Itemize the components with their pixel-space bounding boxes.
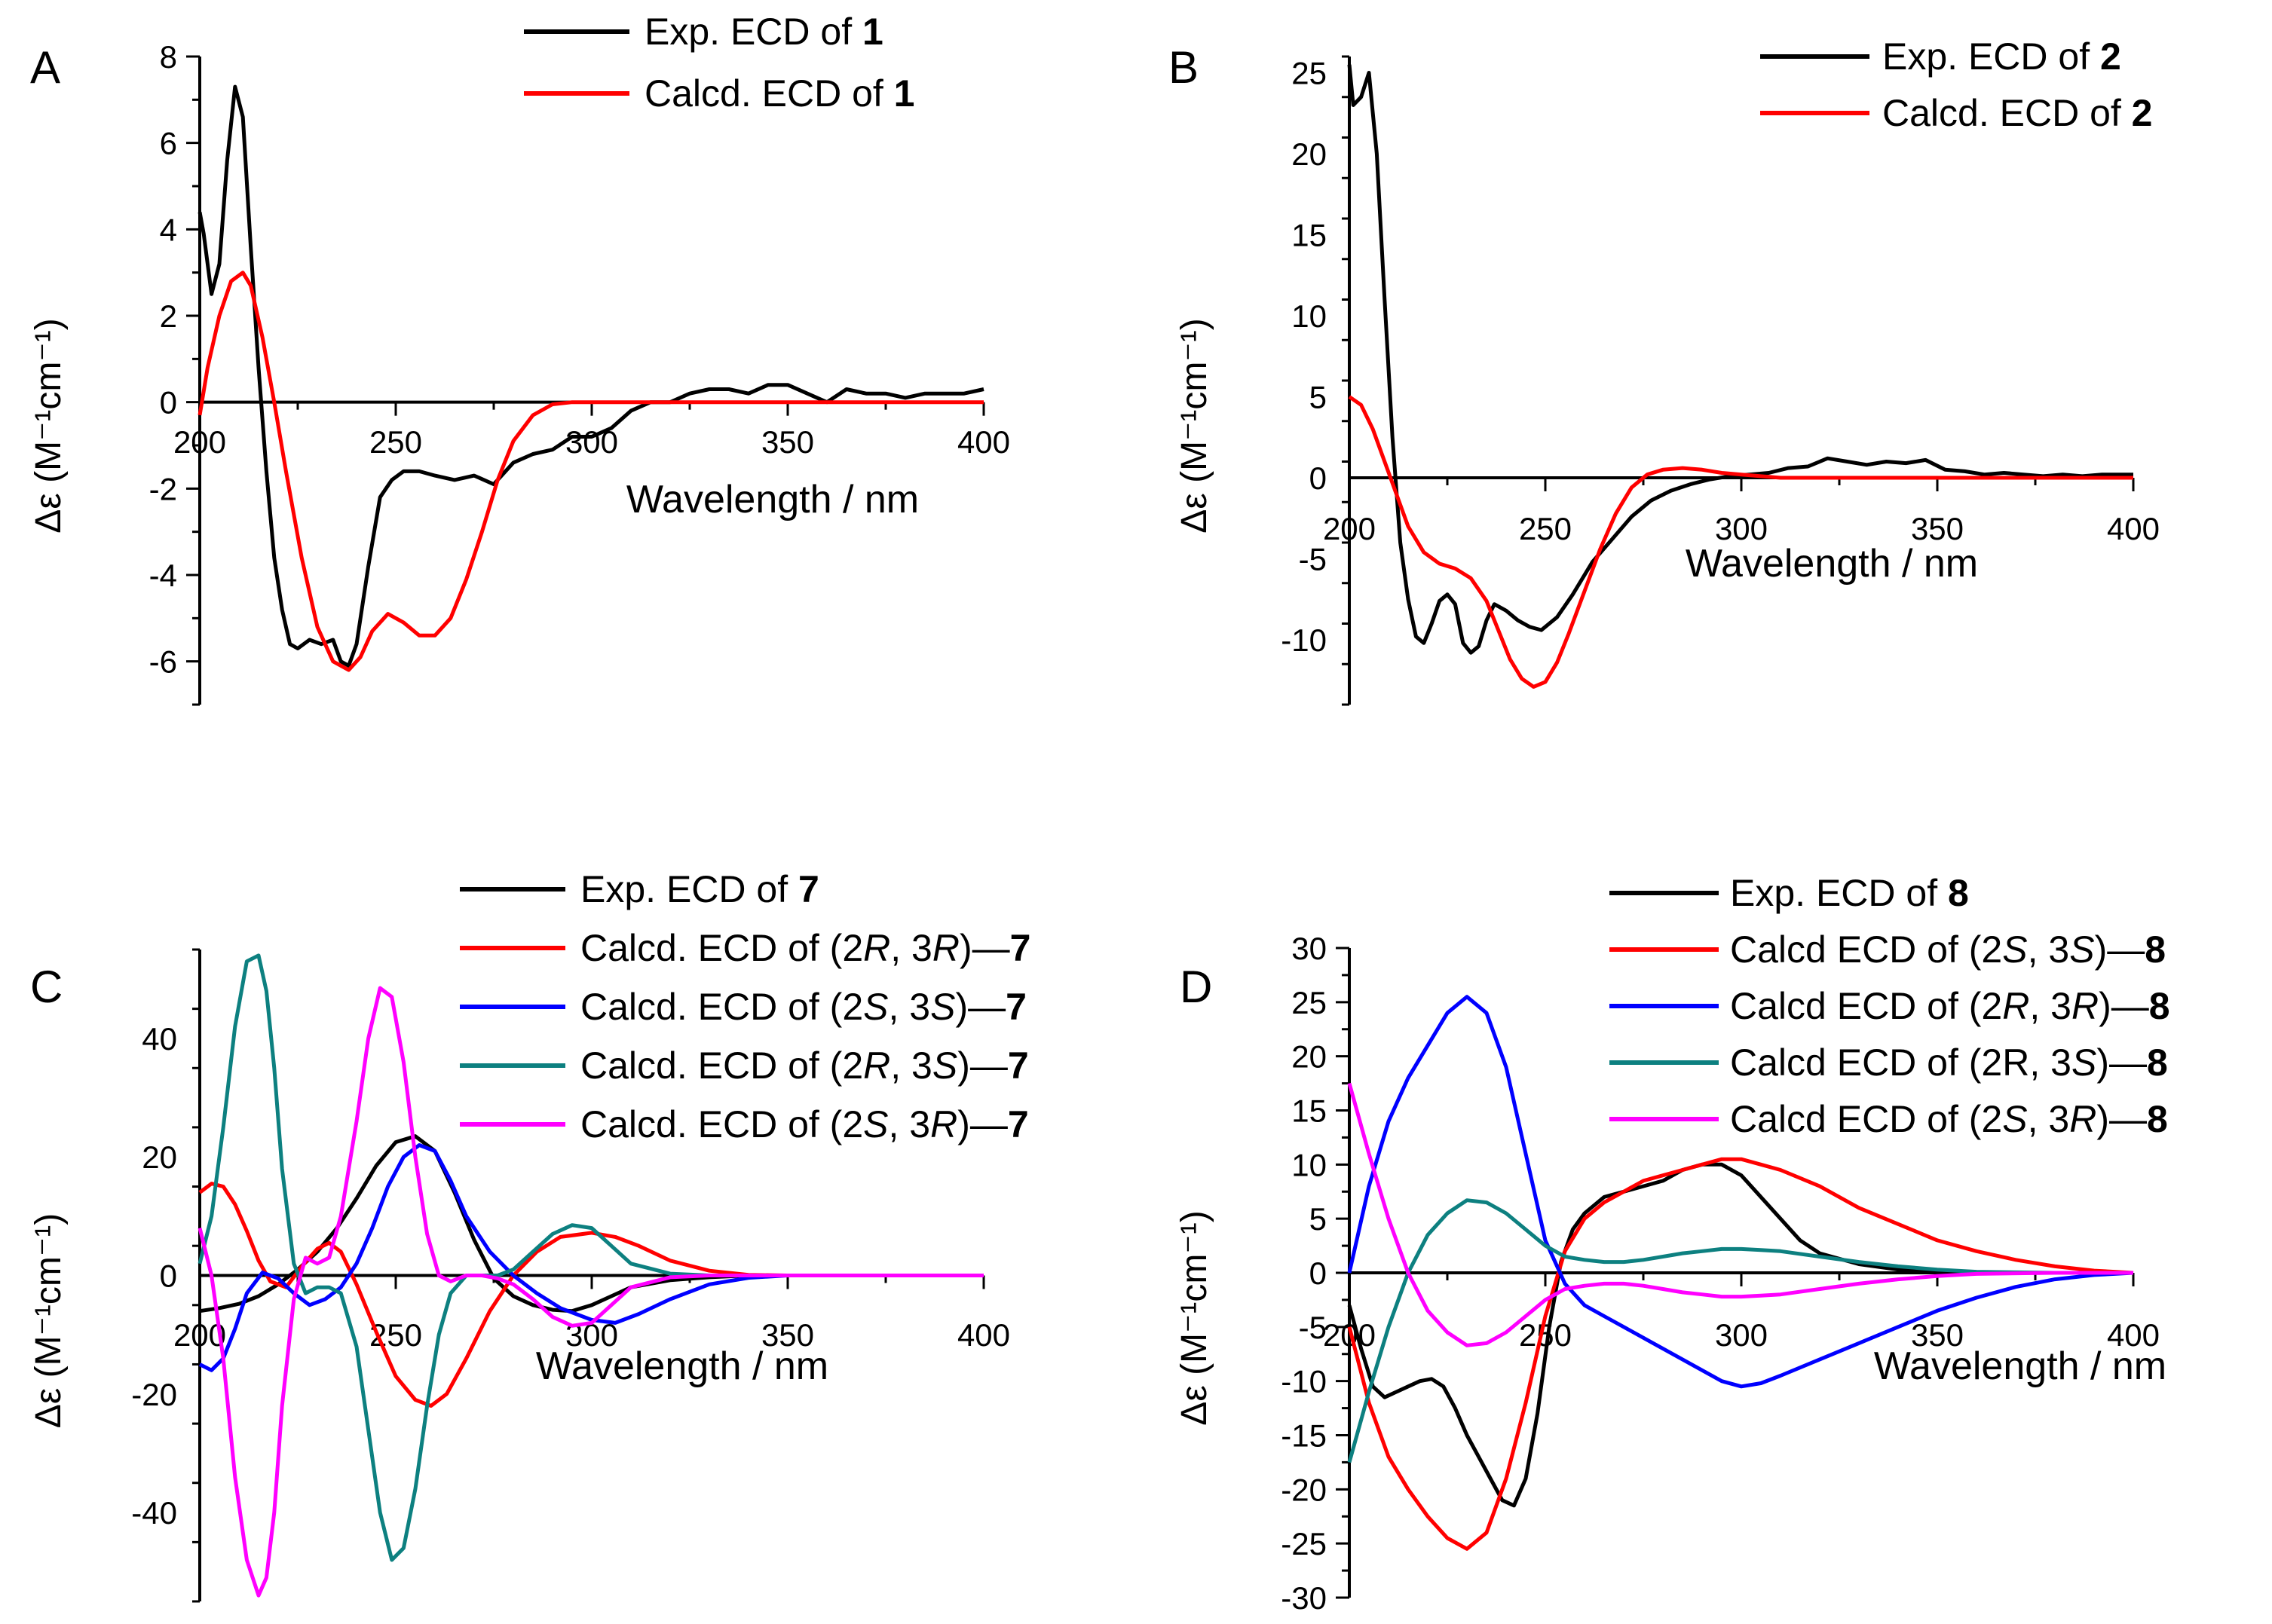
y-tick-label: 25 <box>1291 985 1327 1020</box>
panel-letter: B <box>1168 42 1199 93</box>
y-tick-label: 0 <box>1309 1255 1327 1291</box>
x-tick-label: 200 <box>1323 511 1376 546</box>
y-tick-label: 0 <box>160 385 177 421</box>
y-axis-title: Δε (M⁻¹cm⁻¹) <box>1174 318 1214 533</box>
y-tick-label: 15 <box>1291 218 1327 253</box>
x-tick-label: 400 <box>2107 1317 2160 1353</box>
panel-letter: A <box>30 42 60 93</box>
x-tick-label: 350 <box>1911 511 1964 546</box>
series-line <box>197 84 984 668</box>
legend-label: Calcd. ECD of (2R, 3S)—7 <box>580 1044 1029 1087</box>
series-line <box>1347 995 2134 1389</box>
series-line <box>1347 1198 2133 1463</box>
x-axis-title: Wavelength / nm <box>1874 1344 2166 1388</box>
x-tick-label: 350 <box>761 1317 814 1353</box>
y-axis-title: Δε (M⁻¹cm⁻¹) <box>1174 1210 1214 1425</box>
y-tick-label: -40 <box>131 1495 177 1531</box>
legend-label: Exp. ECD of 1 <box>645 11 883 53</box>
legend-label: Calcd ECD of (2S, 3R)—8 <box>1730 1098 2168 1140</box>
series-line <box>198 1182 984 1408</box>
y-tick-label: -10 <box>1281 1364 1327 1399</box>
y-tick-label: 30 <box>1291 931 1327 966</box>
y-tick-label: 5 <box>1309 380 1327 415</box>
y-axis-title: Δε (M⁻¹cm⁻¹) <box>29 1213 69 1428</box>
x-tick-label: 300 <box>1715 1317 1768 1353</box>
y-tick-label: -5 <box>1299 1310 1327 1345</box>
panel-letter: D <box>1180 962 1212 1012</box>
x-tick-label: 400 <box>2107 511 2160 546</box>
legend-label: Calcd. ECD of 1 <box>645 72 914 115</box>
x-tick-label: 400 <box>957 424 1010 460</box>
y-tick-label: 15 <box>1291 1093 1327 1129</box>
y-tick-label: 10 <box>1291 298 1327 334</box>
y-tick-label: -25 <box>1281 1526 1327 1561</box>
legend-label: Calcd ECD of (2S, 3S)—8 <box>1730 928 2166 971</box>
y-tick-label: 0 <box>1309 460 1327 496</box>
legend-label: Exp. ECD of 2 <box>1882 35 2121 78</box>
legend-label: Calcd ECD of (2R, 3R)—8 <box>1730 985 2170 1027</box>
series-line <box>1347 1162 2133 1508</box>
legend-label: Exp. ECD of 7 <box>580 868 819 910</box>
y-tick-label: 20 <box>1291 1039 1327 1075</box>
legend-label: Calcd ECD of (2R, 3S)—8 <box>1730 1041 2168 1084</box>
series-line <box>1347 64 2133 655</box>
x-axis-title: Wavelength / nm <box>536 1344 828 1388</box>
series-line <box>197 271 984 672</box>
series-line <box>1348 395 2133 689</box>
x-tick-label: 300 <box>1715 511 1768 546</box>
y-axis-title: Δε (M⁻¹cm⁻¹) <box>29 318 69 533</box>
y-tick-label: 6 <box>160 126 177 161</box>
x-tick-label: 250 <box>1519 511 1572 546</box>
y-tick-label: 10 <box>1291 1147 1327 1182</box>
y-tick-label: -2 <box>149 471 177 506</box>
y-tick-label: 40 <box>142 1021 177 1057</box>
y-tick-label: -6 <box>149 644 177 680</box>
x-tick-label: 350 <box>761 424 814 460</box>
y-tick-label: 20 <box>1291 136 1327 172</box>
series-line <box>1347 1082 2133 1347</box>
legend-label: Exp. ECD of 8 <box>1730 872 1969 914</box>
x-axis-title: Wavelength / nm <box>626 478 919 521</box>
x-tick-label: 200 <box>173 424 226 460</box>
y-tick-label: -4 <box>149 558 177 593</box>
legend-label: Calcd. ECD of (2S, 3R)—7 <box>580 1103 1029 1145</box>
y-tick-label: -20 <box>1281 1472 1327 1507</box>
series-line <box>197 953 984 1562</box>
x-tick-label: 350 <box>1911 1317 1964 1353</box>
y-tick-label: -30 <box>1281 1580 1327 1616</box>
panel-b: B -10 -5 0 5 10 15 20 25 200 250 300 350 400 Wavelengt… <box>1168 35 2160 706</box>
legend-label: Calcd. ECD of (2S, 3S)—7 <box>580 986 1027 1028</box>
series-line <box>1347 1157 2134 1551</box>
y-tick-label: -5 <box>1299 542 1327 577</box>
y-tick-label: 5 <box>1309 1201 1327 1237</box>
x-tick-label: 200 <box>1323 1317 1376 1353</box>
x-tick-label: 250 <box>369 424 422 460</box>
y-tick-label: 4 <box>160 212 177 247</box>
y-tick-label: -20 <box>131 1377 177 1412</box>
y-tick-label: 20 <box>142 1139 177 1175</box>
panel-letter: C <box>30 962 63 1012</box>
y-tick-label: 8 <box>160 39 177 75</box>
y-tick-label: 2 <box>160 298 177 334</box>
legend-label: Calcd. ECD of (2R, 3R)—7 <box>580 927 1030 969</box>
legend-label: Calcd. ECD of 2 <box>1882 92 2152 134</box>
x-tick-label: 400 <box>957 1317 1010 1353</box>
x-axis-title: Wavelength / nm <box>1686 542 1978 586</box>
y-tick-label: 25 <box>1291 56 1327 91</box>
series-line <box>197 986 984 1598</box>
y-tick-label: 0 <box>160 1259 177 1294</box>
series-line <box>198 1143 984 1372</box>
y-tick-label: -10 <box>1281 622 1327 658</box>
y-tick-label: -15 <box>1281 1418 1327 1454</box>
